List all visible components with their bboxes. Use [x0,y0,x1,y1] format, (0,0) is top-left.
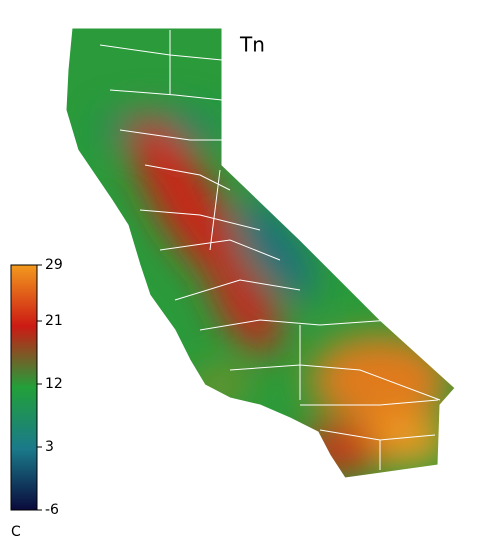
county-borders [65,27,456,479]
colorbar-tick-label: 3 [45,439,54,455]
colorbar [10,264,38,511]
map-title: Tn [239,33,265,57]
colorbar-tick-label: 29 [45,257,63,273]
colorbar-tick-label: -6 [45,502,59,518]
colorbar-tick-label: 12 [45,376,63,392]
colorbar-unit: C [11,524,21,540]
colorbar-tick-label: 21 [45,313,63,329]
